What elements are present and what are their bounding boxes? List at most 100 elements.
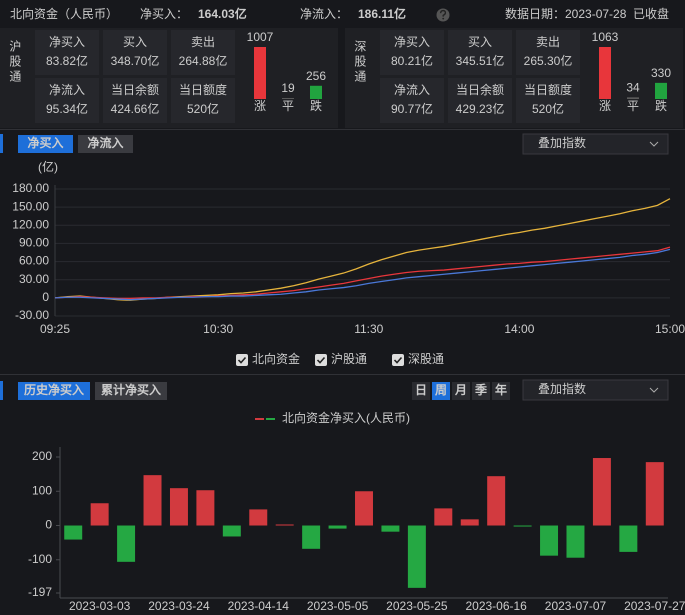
period-button[interactable]: 周 [432,382,450,400]
section-marker [0,134,3,153]
legend-checkbox[interactable]: 沪股通 [315,352,367,366]
y-tick-label: -197 [28,585,52,599]
stat-cell [516,30,580,75]
bar [487,476,506,526]
bar [645,462,664,526]
y-tick-label: 200 [32,449,52,463]
stat-cell [448,30,512,75]
x-tick-label: 2023-05-25 [386,599,448,613]
tab-background [18,382,90,400]
bar [169,488,188,526]
net-inflow-label: 净流入： [300,7,348,21]
help-dot [442,17,445,20]
overlay-dropdown[interactable]: 叠加指数 [522,379,669,401]
x-tick-label: 10:30 [203,322,233,336]
stat-cell [35,30,99,75]
bar [222,525,241,537]
y-tick-label: 30.00 [19,272,49,286]
tab-label: 历史净买入 [24,382,84,397]
help-icon[interactable] [436,8,450,22]
legend-checkbox[interactable]: 北向资金 [236,351,300,366]
dropdown-box [522,133,669,155]
stat-label: 买入 [468,35,492,49]
breadth-label: 平 [627,99,639,113]
bar [592,458,611,526]
stat-value: 264.88亿 [179,53,228,68]
stat-cell [171,78,235,123]
stat-value: 424.66亿 [111,101,160,116]
overlay-dropdown[interactable]: 叠加指数 [522,133,669,155]
breadth-count: 34 [626,81,640,95]
checkmark [237,356,247,364]
stat-cell [103,78,167,123]
breadth-label: 涨 [599,98,611,113]
y-tick-label: 0 [45,518,52,532]
bar [407,525,426,588]
x-tick-label: 15:00 [655,322,685,336]
stat-value: 90.77亿 [391,101,433,116]
series-line [54,248,671,301]
stat-label: 净流入 [394,83,430,97]
tab-label: 累计净买入 [101,382,161,397]
stat-label: 买入 [123,35,147,49]
stat-cell [448,78,512,123]
bar [328,525,347,529]
stat-label: 卖出 [536,35,560,49]
y-tick-label: 120.00 [12,217,49,231]
breadth-label: 涨 [254,98,266,113]
stat-value: 95.34亿 [46,101,88,116]
dropdown-box [522,379,669,401]
x-tick-label: 2023-05-05 [307,599,369,613]
stat-value: 520亿 [187,101,219,116]
stat-cell [380,78,444,123]
tab[interactable]: 净买入 [18,135,73,153]
net-buy-label: 净买入： [140,7,188,21]
stat-label: 净流入 [49,83,85,97]
stat-value: 83.82亿 [46,53,88,68]
bar [460,519,479,526]
tab[interactable]: 历史净买入 [18,382,90,400]
tab-background [18,135,73,153]
stat-value: 520亿 [532,101,564,116]
stat-value: 348.70亿 [111,53,160,68]
checkmark [393,356,403,364]
period-button[interactable]: 季 [472,382,490,400]
breadth-bar [599,47,611,99]
stat-label: 净买入 [394,35,430,49]
breadth-label: 跌 [655,98,667,113]
bar [513,525,532,527]
bar [64,525,83,540]
stat-label: 当日额度 [524,82,572,97]
stat-label: 当日余额 [456,82,504,97]
section-marker [0,381,3,400]
tab[interactable]: 净流入 [78,135,133,153]
period-background [412,382,430,400]
bar [566,525,585,558]
y-tick-label: -30.00 [15,308,49,322]
dropdown-label: 叠加指数 [538,381,586,396]
panel-name: 沪股通 [8,40,22,85]
bar [381,525,400,532]
breadth-count: 330 [651,66,671,80]
bar [275,524,294,526]
period-background [432,382,450,400]
period-background [492,382,510,400]
tab[interactable]: 累计净买入 [95,382,167,400]
bar [434,508,453,526]
period-button[interactable]: 月 [452,382,470,400]
unit-label: (亿) [38,159,58,174]
tab-label: 净流入 [87,135,123,150]
stat-value: 429.23亿 [456,101,505,116]
bar [143,475,162,526]
stat-cell [103,30,167,75]
stat-label: 当日额度 [179,82,227,97]
period-button[interactable]: 日 [412,382,430,400]
legend-label: 北向资金净买入(人民币) [282,410,410,425]
bar [196,490,215,526]
legend-label: 北向资金 [252,351,300,366]
period-button[interactable]: 年 [492,382,510,400]
stat-value: 265.30亿 [524,53,573,68]
legend-checkbox[interactable]: 深股通 [392,352,444,366]
header-title: 北向资金（人民币） [10,6,118,21]
bar [355,491,373,526]
